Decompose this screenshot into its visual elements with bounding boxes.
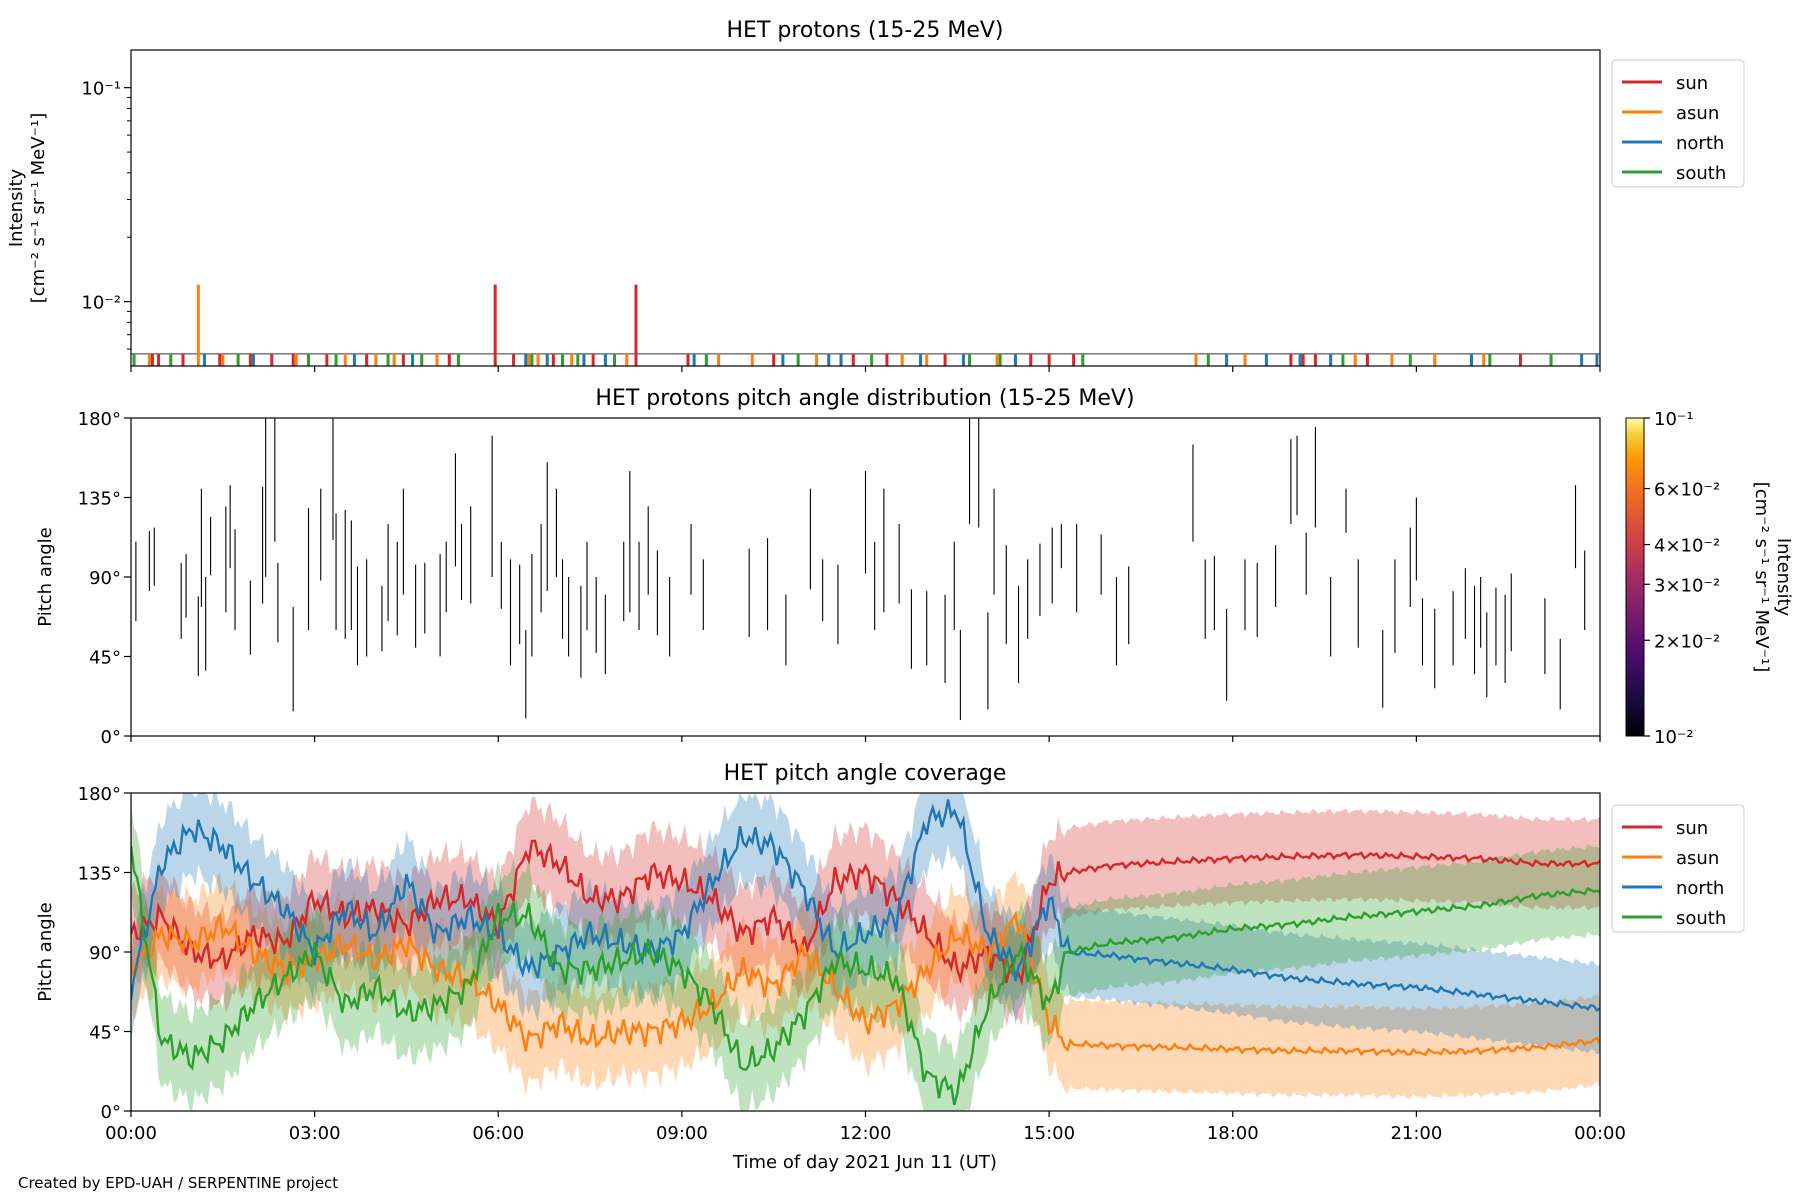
legend-label-asun: asun bbox=[1676, 848, 1719, 869]
legend-label-north: north bbox=[1676, 878, 1724, 899]
panel2-plot-area bbox=[135, 418, 1586, 721]
panel1-frame bbox=[130, 49, 1601, 367]
panel3-ylabel: Pitch angle bbox=[35, 902, 56, 1001]
panel2-y-axis: 0° 45° 90° 135° 180° bbox=[78, 409, 131, 748]
panel1-x-ticks bbox=[130, 366, 1601, 372]
legend-label-asun: asun bbox=[1676, 103, 1719, 124]
panel-pitch-angle-coverage: HET pitch angle coverage 0° 45° 90° 135° 180… bbox=[35, 761, 1745, 1173]
panel1-y-axis: 10⁻² 10⁻¹ bbox=[81, 79, 131, 350]
panel1-title: HET protons (15-25 MeV) bbox=[727, 18, 1004, 43]
panel2-title: HET protons pitch angle distribution (15… bbox=[595, 386, 1134, 411]
band-sun bbox=[131, 796, 1600, 1028]
x-tick-label: 12:00 bbox=[840, 1123, 892, 1144]
line-north bbox=[131, 799, 1600, 1012]
colorbar bbox=[1625, 417, 1645, 737]
footer-credit: Created by EPD-UAH / SERPENTINE project bbox=[18, 1174, 339, 1192]
band-north bbox=[131, 793, 1600, 1055]
panel-intensity: HET protons (15-25 MeV) 10⁻² 10⁻¹ Intensi… bbox=[6, 18, 1745, 372]
legend-box bbox=[1611, 804, 1745, 933]
band-south bbox=[131, 801, 1600, 1111]
panel2-ylabel: Pitch angle bbox=[35, 527, 56, 626]
panel-pitch-angle-distribution: HET protons pitch angle distribution (15… bbox=[35, 386, 1794, 748]
y-tick-label: 0° bbox=[101, 1102, 121, 1123]
legend-label-sun: sun bbox=[1676, 73, 1708, 94]
x-tick-label: 15:00 bbox=[1023, 1123, 1075, 1144]
panel1-plot-area bbox=[131, 284, 1600, 366]
colorbar-tick-label: 4×10⁻² bbox=[1654, 536, 1720, 557]
y-tick-label: 10⁻¹ bbox=[81, 79, 121, 100]
x-axis-label: Time of day 2021 Jun 11 (UT) bbox=[732, 1152, 997, 1173]
line-south bbox=[131, 845, 1600, 1106]
y-tick-label: 180° bbox=[78, 784, 121, 805]
colorbar-label: Intensity [cm⁻² s⁻¹ sr⁻¹ MeV⁻¹] bbox=[1751, 482, 1794, 673]
y-tick-label: 45° bbox=[89, 648, 121, 669]
x-tick-label: 09:00 bbox=[656, 1123, 708, 1144]
legend-label-south: south bbox=[1676, 908, 1726, 929]
panel3-legend: sun asun north south bbox=[1611, 804, 1745, 933]
panel1-ylabel-line1: Intensity bbox=[6, 168, 27, 247]
colorbar-tick-label: 10⁻² bbox=[1654, 727, 1694, 748]
legend-box bbox=[1611, 59, 1745, 188]
y-tick-label: 90° bbox=[89, 568, 121, 589]
panel3-x-ticks: 00:00 03:00 06:00 09:00 12:00 15:00 18:00 21:00… bbox=[105, 1111, 1626, 1144]
x-tick-label: 03:00 bbox=[289, 1123, 341, 1144]
y-tick-label: 0° bbox=[101, 727, 121, 748]
panel2-x-ticks bbox=[130, 736, 1601, 742]
y-tick-label: 45° bbox=[89, 1023, 121, 1044]
panel3-title: HET pitch angle coverage bbox=[724, 761, 1007, 786]
y-tick-label: 10⁻² bbox=[81, 293, 121, 314]
panel1-ylabel-line2: [cm⁻² s⁻¹ sr⁻¹ MeV⁻¹] bbox=[28, 113, 49, 304]
colorbar-label-line2: [cm⁻² s⁻¹ sr⁻¹ MeV⁻¹] bbox=[1751, 482, 1772, 673]
y-tick-label: 90° bbox=[89, 943, 121, 964]
y-tick-label: 135° bbox=[78, 864, 121, 885]
colorbar-tick-label: 2×10⁻² bbox=[1654, 631, 1720, 652]
y-tick-label: 135° bbox=[78, 489, 121, 510]
panel1-legend: sun asun north south bbox=[1611, 59, 1745, 188]
panel1-ylabel: Intensity [cm⁻² s⁻¹ sr⁻¹ MeV⁻¹] bbox=[6, 113, 49, 304]
x-tick-label: 00:00 bbox=[1574, 1123, 1626, 1144]
y-tick-label: 180° bbox=[78, 409, 121, 430]
x-tick-label: 21:00 bbox=[1390, 1123, 1442, 1144]
colorbar-label-line1: Intensity bbox=[1773, 538, 1794, 617]
colorbar-tick-label: 10⁻¹ bbox=[1654, 409, 1694, 430]
band-asun bbox=[131, 870, 1600, 1099]
panel3-y-axis: 0° 45° 90° 135° 180° bbox=[78, 784, 131, 1123]
x-tick-label: 06:00 bbox=[472, 1123, 524, 1144]
panel3-plot-area bbox=[131, 793, 1600, 1111]
colorbar-tick-label: 6×10⁻² bbox=[1654, 480, 1720, 501]
line-asun bbox=[131, 911, 1600, 1057]
x-tick-label: 18:00 bbox=[1207, 1123, 1259, 1144]
legend-label-north: north bbox=[1676, 133, 1724, 154]
x-tick-label: 00:00 bbox=[105, 1123, 157, 1144]
colorbar-tick-label: 3×10⁻² bbox=[1654, 575, 1720, 596]
legend-label-south: south bbox=[1676, 163, 1726, 184]
legend-label-sun: sun bbox=[1676, 818, 1708, 839]
line-sun bbox=[131, 839, 1600, 986]
colorbar-ticks: 10⁻² 2×10⁻² 3×10⁻² 4×10⁻² 6×10⁻² 10⁻¹ bbox=[1644, 409, 1720, 748]
